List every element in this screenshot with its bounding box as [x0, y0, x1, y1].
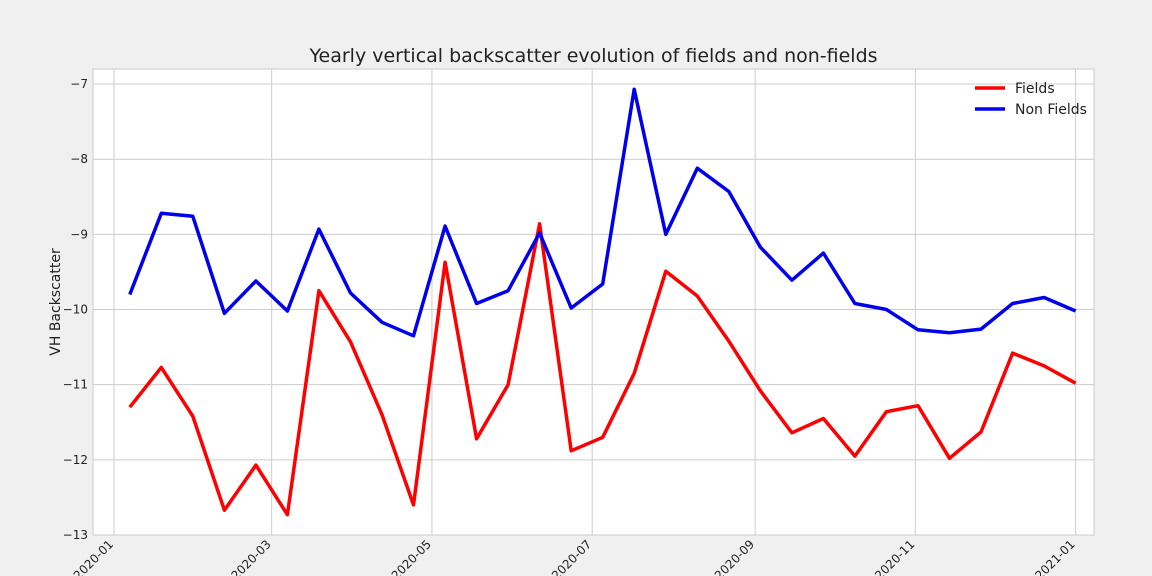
y-tick-label: −8: [70, 152, 88, 166]
x-tick-label: 2020-03: [228, 537, 273, 576]
grid: [93, 69, 1094, 536]
y-axis-label: VH Backscatter: [48, 248, 64, 356]
x-tick-label: 2020-05: [389, 537, 434, 576]
chart-title: Yearly vertical backscatter evolution of…: [308, 45, 877, 67]
y-tick-label: −7: [70, 77, 88, 91]
series-line-non-fields: [128, 87, 1077, 338]
x-tick-label: 2021-01: [1032, 537, 1077, 576]
legend-label: Non Fields: [1015, 102, 1087, 118]
plot-area: [92, 68, 1095, 536]
x-ticks: 2020-01 2020-03 2020-05 2020-07 2020-09 2020-…: [71, 537, 1078, 576]
x-tick-label: 2020-07: [549, 537, 594, 576]
y-tick-label: −9: [70, 227, 88, 241]
x-tick-label: 2020-09: [712, 537, 757, 576]
y-ticks: −13 −12 −11 −10 −9 −8 −7: [63, 77, 88, 542]
series-line-fields: [128, 222, 1077, 517]
y-tick-label: −12: [63, 453, 88, 467]
y-tick-label: −11: [63, 378, 88, 392]
y-tick-label: −13: [63, 528, 88, 542]
x-tick-label: 2020-01: [71, 537, 116, 576]
legend-label: Fields: [1015, 81, 1055, 97]
x-tick-label: 2020-11: [872, 537, 917, 576]
y-tick-label: −10: [63, 303, 88, 317]
legend: Fields Non Fields: [975, 81, 1087, 118]
series-lines: [128, 87, 1077, 517]
